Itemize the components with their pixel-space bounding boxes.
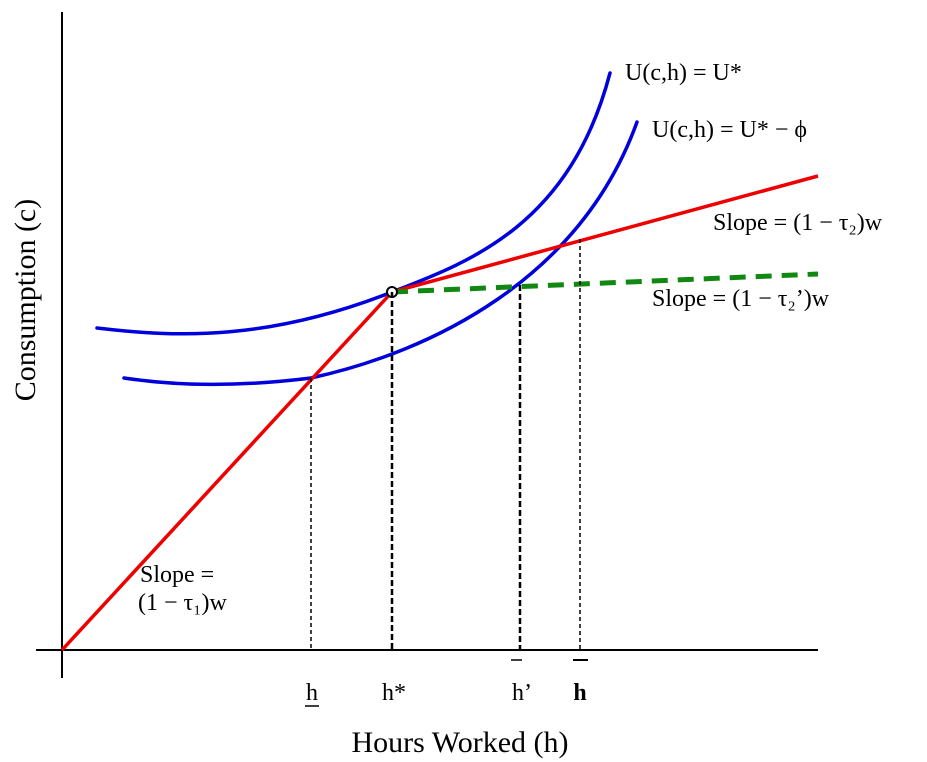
- slope-tau2-prime-label: Slope = (1 − τ₂’)w: [652, 286, 830, 312]
- y-axis-title: Consumption (c): [9, 199, 42, 402]
- tick-h-star: h*: [382, 680, 406, 706]
- slope-tau1-label-line2: (1 − τ₁)w: [138, 590, 228, 616]
- slope-tau1-label-line1: Slope =: [140, 562, 214, 588]
- tick-h-bar-prime: h’: [512, 680, 532, 706]
- budget-line-prime: [391, 271, 819, 295]
- lower-indifference-label: U(c,h) = U* − ϕ: [652, 117, 807, 143]
- upper-indifference-label: U(c,h) = U*: [625, 60, 742, 86]
- lower-indifference-curve: [122, 120, 639, 387]
- tick-h-bar: h: [573, 680, 586, 706]
- tick-h-low: h: [306, 680, 318, 706]
- upper-indifference-curve: [95, 71, 612, 336]
- x-axis-title: Hours Worked (h): [352, 726, 569, 759]
- slope-tau2-label: Slope = (1 − τ₂)w: [713, 210, 883, 236]
